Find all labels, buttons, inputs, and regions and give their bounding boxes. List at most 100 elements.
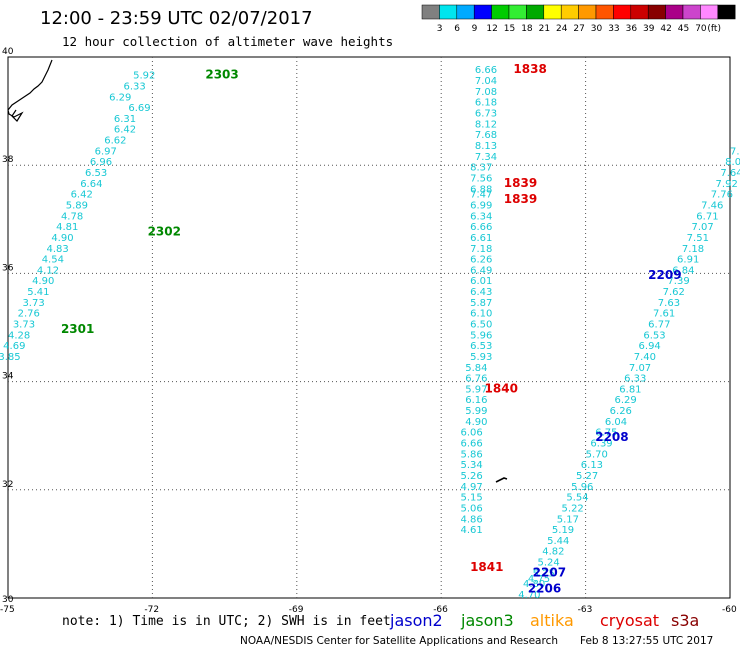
swh-value-label: 5.44 [547, 536, 569, 547]
colorbar-swatch [630, 4, 649, 20]
swh-value-label: 3.85 [0, 352, 21, 363]
satellite-legend-altika: altika [530, 611, 574, 630]
swh-value-label: 5.22 [562, 503, 584, 514]
swh-value-label: 8.13 [475, 141, 497, 152]
swh-value-label: 6.43 [470, 287, 492, 298]
swh-value-label: 5.99 [465, 406, 487, 417]
swh-value-label: 5.41 [27, 287, 49, 298]
swh-value-label: 7.76 [711, 190, 733, 201]
colorbar-swatch [526, 4, 545, 20]
swh-value-label: 4.90 [465, 417, 487, 428]
timestamp-text: Feb 8 13:27:55 UTC 2017 [580, 635, 713, 647]
swh-value-label: 4.78 [61, 211, 83, 222]
colorbar-swatch [700, 4, 719, 20]
swh-value-label: 6.75 [595, 428, 617, 439]
colorbar-swatch [508, 4, 527, 20]
swh-value-label: 6.97 [95, 146, 117, 157]
swh-value-label: 8.12 [475, 119, 497, 130]
track-jason3: 5.926.336.296.696.316.426.626.976.966.53… [0, 68, 239, 363]
swh-value-label: 5.93 [470, 352, 492, 363]
time-label: 2301 [61, 322, 94, 336]
colorbar-swatch [456, 4, 475, 20]
swh-value-label: 5.84 [465, 363, 487, 374]
plot-frame [7, 56, 731, 599]
swh-value-label: 6.53 [470, 341, 492, 352]
swh-value-label: 4.54 [42, 255, 64, 266]
track-cryosat: 6.667.047.086.186.738.127.688.137.348.37… [460, 62, 546, 574]
swh-value-label: 6.06 [460, 428, 482, 439]
swh-value-label: 7.40 [634, 352, 656, 363]
swh-value-label: 5.19 [552, 525, 574, 536]
swh-value-label: 7.04 [475, 76, 497, 87]
swh-value-label: 3.73 [13, 320, 35, 331]
swh-value-label: 7.08 [475, 87, 497, 98]
swh-value-label: 6.77 [648, 320, 670, 331]
swh-value-label: 6.33 [124, 81, 146, 92]
swh-value-label: 6.62 [104, 136, 126, 147]
y-tick-label: 34 [2, 372, 14, 382]
map-grid [8, 57, 730, 598]
y-tick-label: 38 [2, 155, 14, 165]
swh-value-label: 6.81 [619, 384, 641, 395]
axis-ticks: -75 -72 -69 -66 -63 -60 40 38 36 34 32 30 [0, 47, 737, 615]
x-tick-label: -69 [289, 605, 304, 615]
swh-value-label: 5.24 [537, 558, 559, 569]
swh-value-label: 7.92 [716, 179, 738, 190]
swh-value-label: 8.37 [470, 163, 492, 174]
swh-value-label: 6.33 [624, 374, 646, 385]
time-label: 2208 [595, 430, 628, 444]
satellite-legend-s3a: s3a [671, 611, 699, 630]
satellite-legend-cryosat: cryosat [600, 611, 659, 630]
footer-note: note: 1) Time is in UTC; 2) SWH is in fe… [62, 614, 391, 629]
time-label: 2206 [528, 582, 561, 596]
swh-value-label: 7.61 [653, 309, 675, 320]
colorbar-label: 12 [486, 24, 497, 34]
swh-value-label: 6.66 [460, 439, 482, 450]
time-label: 1841 [470, 560, 503, 574]
colorbar-swatch [647, 4, 666, 20]
swh-value-label: 6.29 [614, 395, 636, 406]
swh-value-label: 6.26 [610, 406, 632, 417]
swh-value-label: 7.18 [682, 244, 704, 255]
colorbar-label: 3 [437, 24, 443, 34]
swh-value-label: 2.76 [18, 309, 40, 320]
swh-value-label: 6.42 [71, 190, 93, 201]
time-label: 1839 [504, 176, 537, 190]
swh-value-label: 5.17 [557, 514, 579, 525]
time-label: 2303 [205, 68, 238, 82]
swh-value-label: 7.86 [730, 146, 740, 157]
colorbar-label: 9 [472, 24, 478, 34]
swh-value-label: 5.06 [460, 503, 482, 514]
swh-value-label: 6.88 [470, 184, 492, 195]
time-label: 1838 [513, 62, 546, 76]
colorbar-label: 45 [678, 24, 689, 34]
swh-value-label: 6.13 [581, 460, 603, 471]
swh-value-label: 4.97 [460, 482, 482, 493]
colorbar-label: 21 [539, 24, 550, 34]
swh-value-label: 6.16 [465, 395, 487, 406]
swh-value-label: 6.96 [90, 157, 112, 168]
swh-value-label: 6.53 [85, 168, 107, 179]
swh-value-label: 7.39 [667, 276, 689, 287]
swh-value-label: 6.18 [475, 98, 497, 109]
swh-value-label: 7.64 [720, 168, 740, 179]
track-jason2: 7.868.057.647.927.767.466.717.077.517.18… [518, 146, 740, 601]
swh-value-label: 4.61 [460, 525, 482, 536]
swh-value-label: 6.10 [470, 309, 492, 320]
colorbar-swatch [578, 4, 597, 20]
colorbar-label: 33 [608, 24, 619, 34]
swh-value-label: 5.70 [586, 449, 608, 460]
x-tick-label: -63 [578, 605, 593, 615]
y-tick-label: 36 [2, 263, 14, 273]
swh-value-label: 7.46 [701, 200, 723, 211]
y-tick-label: 32 [2, 480, 13, 490]
swh-value-label: 3.73 [22, 298, 44, 309]
colorbar-swatch [665, 4, 684, 20]
swh-value-label: 5.97 [465, 384, 487, 395]
swh-value-label: 6.99 [470, 200, 492, 211]
swh-value-label: 5.89 [66, 200, 88, 211]
colorbar-label: 30 [591, 24, 603, 34]
satellite-legend-jason3: jason3 [460, 611, 514, 630]
